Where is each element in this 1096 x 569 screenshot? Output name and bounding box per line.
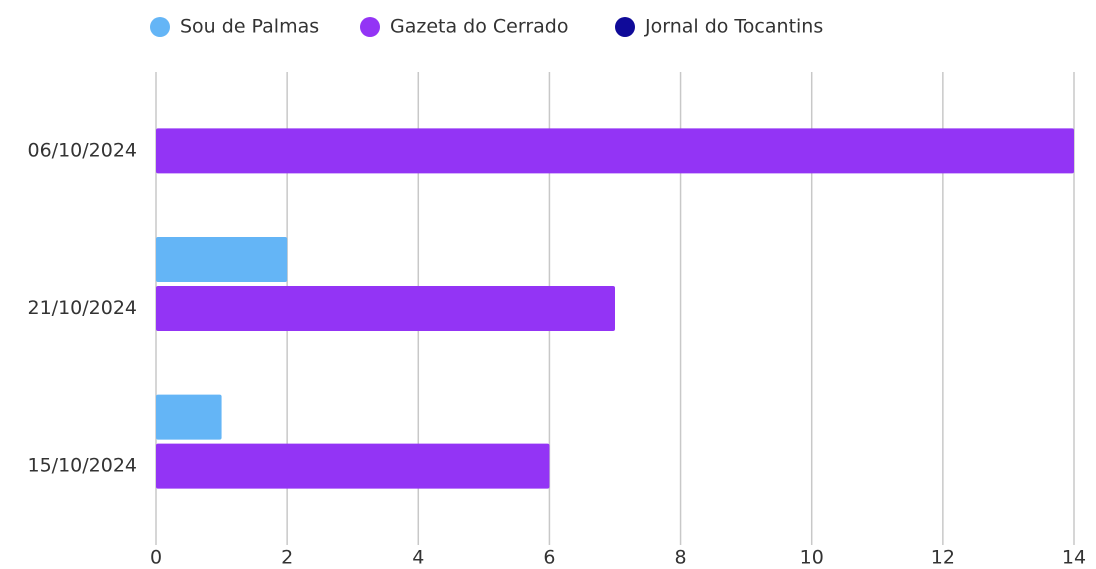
x-tick-label: 2 (281, 547, 293, 569)
bar (156, 443, 550, 489)
legend-marker (150, 17, 170, 37)
legend-label: Sou de Palmas (180, 16, 319, 38)
legend-label: Gazeta do Cerrado (390, 16, 568, 38)
y-tick-label: 15/10/2024 (27, 455, 137, 477)
y-tick-label: 21/10/2024 (27, 297, 137, 319)
x-tick-label: 8 (675, 547, 687, 569)
bar (156, 237, 288, 282)
legend-marker (615, 17, 635, 37)
x-tick-label: 0 (150, 547, 162, 569)
legend-marker (360, 17, 380, 37)
x-tick-label: 14 (1062, 547, 1086, 569)
y-tick-label: 06/10/2024 (27, 139, 137, 161)
x-tick-label: 10 (800, 547, 824, 569)
legend-label: Jornal do Tocantins (644, 16, 823, 38)
bar (156, 128, 1074, 174)
x-tick-label: 4 (412, 547, 424, 569)
x-tick-label: 12 (931, 547, 955, 569)
bar (156, 394, 222, 440)
x-tick-label: 6 (543, 547, 555, 569)
bar (156, 286, 615, 331)
